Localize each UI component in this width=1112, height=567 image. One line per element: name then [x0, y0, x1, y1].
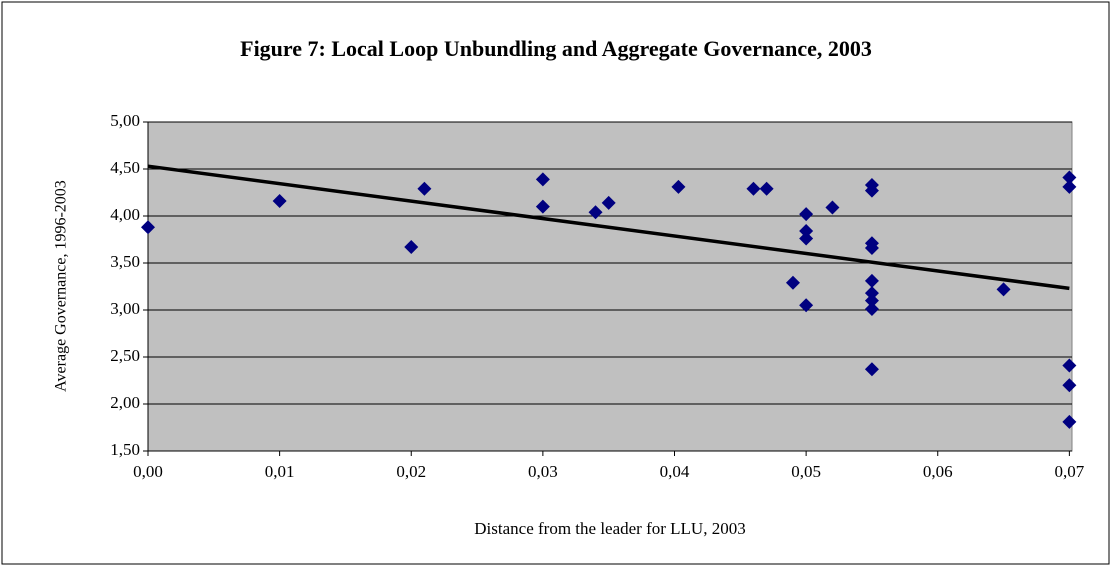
- point: [864, 302, 879, 317]
- point: [588, 205, 603, 220]
- point: [799, 298, 814, 313]
- point: [1062, 358, 1077, 373]
- y-tick-label: 2,50: [110, 346, 140, 365]
- y-tick-label: 5,00: [110, 111, 140, 130]
- point: [864, 183, 879, 198]
- point: [799, 224, 814, 239]
- y-tick-label: 4,00: [110, 205, 140, 224]
- chart-title: Figure 7: Local Loop Unbundling and Aggr…: [240, 36, 872, 61]
- point: [417, 181, 432, 196]
- point: [141, 220, 155, 235]
- point: [864, 273, 879, 288]
- point: [535, 199, 550, 214]
- point: [746, 181, 761, 196]
- point: [785, 275, 800, 290]
- point: [996, 282, 1011, 297]
- y-axis-title: Average Governance, 1996-2003: [53, 180, 70, 392]
- x-tick-label: 0,03: [528, 462, 558, 481]
- plot-area: [147, 121, 1073, 452]
- point: [1062, 179, 1077, 194]
- point: [601, 195, 616, 210]
- point: [864, 240, 879, 255]
- point: [272, 193, 287, 208]
- point: [404, 240, 419, 255]
- x-axis-title: Distance from the leader for LLU, 2003: [474, 519, 745, 538]
- y-tick-label: 3,50: [110, 252, 140, 271]
- trend-line: [147, 164, 1070, 291]
- point: [799, 207, 814, 222]
- point: [864, 293, 879, 308]
- x-tick-label: 0,01: [265, 462, 295, 481]
- y-tick-label: 1,50: [110, 440, 140, 459]
- x-tick-label: 0,02: [396, 462, 426, 481]
- x-tick-label: 0,04: [660, 462, 690, 481]
- point: [759, 181, 774, 196]
- point: [799, 231, 814, 246]
- point: [1062, 378, 1077, 393]
- point: [1062, 414, 1077, 429]
- y-tick-label: 2,00: [110, 393, 140, 412]
- point: [864, 286, 879, 301]
- point: [671, 179, 686, 194]
- x-tick-label: 0,05: [791, 462, 821, 481]
- point: [864, 362, 879, 377]
- point: [825, 200, 840, 215]
- point: [535, 172, 550, 187]
- x-tick-label: 0,07: [1054, 462, 1084, 481]
- y-tick-label: 4,50: [110, 158, 140, 177]
- point: [1062, 170, 1077, 185]
- y-tick-label: 3,00: [110, 299, 140, 318]
- x-tick-label: 0,06: [923, 462, 953, 481]
- x-tick-label: 0,00: [133, 462, 163, 481]
